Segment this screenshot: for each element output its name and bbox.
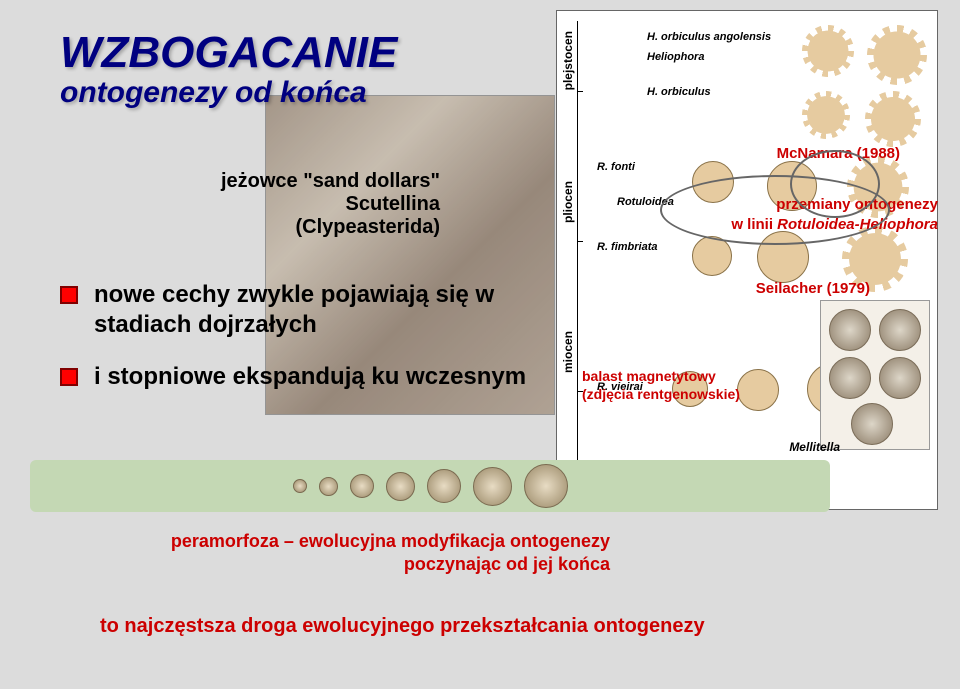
- balast-l1: balast magnetytowy: [582, 368, 716, 384]
- ontogeny-stage: [350, 474, 374, 498]
- xray-image: [851, 403, 893, 445]
- ontogeny-series-row: [30, 460, 830, 512]
- annotation-circle: [660, 175, 890, 245]
- specimen-outline: [865, 91, 921, 147]
- xray-image: [829, 309, 871, 351]
- peramorfoza-l1: peramorfoza – ewolucyjna modyfikacja ont…: [90, 530, 610, 553]
- specimen-outline: [867, 25, 927, 85]
- summary-line: to najczęstsza droga ewolucyjnego przeks…: [100, 615, 705, 638]
- specimen-outline: [802, 25, 854, 77]
- species-label: H. orbiculus angolensis: [647, 31, 771, 43]
- bullet-icon: [60, 286, 78, 304]
- xray-caption: balast magnetytowy (zdjęcia rentgenowski…: [582, 368, 740, 403]
- epoch-label: plejstocen: [561, 31, 575, 90]
- bullet-icon: [60, 368, 78, 386]
- caption-line: (Clypeasterida): [60, 216, 440, 239]
- xray-image: [879, 309, 921, 351]
- peramorfoza-block: peramorfoza – ewolucyjna modyfikacja ont…: [90, 530, 610, 577]
- xray-panel: [820, 300, 930, 450]
- citation-seilacher: Seilacher (1979): [756, 280, 870, 297]
- ontogeny-stage: [386, 472, 415, 501]
- list-item: i stopniowe ekspandują ku wczesnym: [60, 362, 540, 392]
- bullet-text: i stopniowe ekspandują ku wczesnym: [94, 362, 526, 392]
- xray-image: [879, 357, 921, 399]
- specimen-outline: [737, 369, 779, 411]
- specimen-outline: [692, 236, 732, 276]
- ontogeny-stage: [524, 464, 568, 508]
- ontogeny-stage: [427, 469, 461, 503]
- species-label: H. orbiculus: [647, 86, 711, 98]
- ontogeny-stage: [473, 467, 512, 506]
- xray-image: [829, 357, 871, 399]
- species-label: R. fimbriata: [597, 241, 658, 253]
- peramorfoza-l2: poczynając od jej końca: [90, 553, 610, 576]
- epoch-label: pliocen: [561, 181, 575, 223]
- photo-caption: jeżowce "sand dollars" Scutellina (Clype…: [60, 170, 440, 239]
- mellitella-label: Mellitella: [789, 440, 840, 454]
- bullet-list: nowe cechy zwykle pojawiają się w stadia…: [60, 280, 540, 414]
- species-label: Heliophora: [647, 51, 704, 63]
- ontogeny-stage: [319, 477, 338, 496]
- balast-l2: (zdjęcia rentgenowskie): [582, 386, 740, 402]
- species-label: R. fonti: [597, 161, 635, 173]
- slide: WZBOGACANIE ontogenezy od końca jeżowce …: [0, 0, 960, 689]
- bullet-text: nowe cechy zwykle pojawiają się w stadia…: [94, 280, 540, 340]
- caption-line: Scutellina: [60, 193, 440, 216]
- specimen-outline: [802, 91, 850, 139]
- ontogeny-stage: [293, 479, 307, 493]
- list-item: nowe cechy zwykle pojawiają się w stadia…: [60, 280, 540, 340]
- caption-line: jeżowce "sand dollars": [60, 170, 440, 193]
- epoch-label: miocen: [561, 331, 575, 373]
